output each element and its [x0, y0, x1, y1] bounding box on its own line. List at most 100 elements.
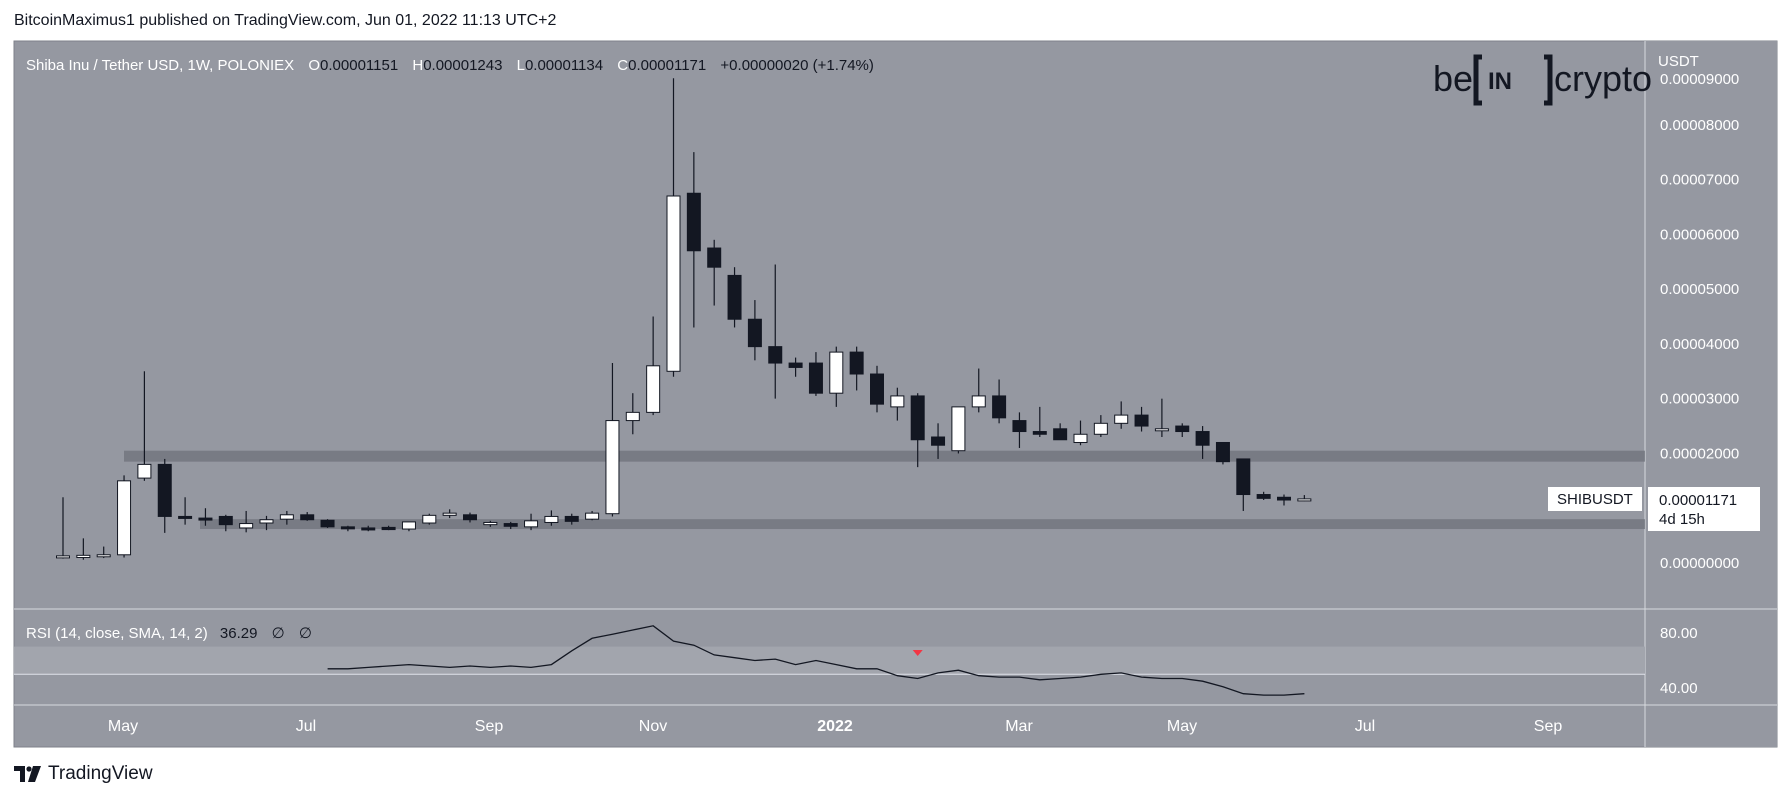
footer[interactable]: TradingView [14, 762, 153, 786]
price-tag-countdown: 4d 15h [1659, 511, 1705, 528]
candle-body-up [117, 480, 132, 556]
candle-body-up [96, 554, 111, 558]
candle-body-down [849, 351, 864, 375]
candle [157, 458, 172, 533]
candle [259, 515, 274, 531]
candle-body-up [890, 395, 905, 408]
candle [463, 512, 477, 523]
legend-symbol: Shiba Inu / Tether USD, 1W, POLONIEX [26, 57, 294, 74]
candle-body-up [483, 521, 498, 526]
candle [239, 510, 254, 533]
price-ticks: 0.00009000 0.00008000 0.00007000 0.00006000… [1660, 71, 1739, 572]
candle-body-up [442, 512, 457, 516]
price-tick-label: 0.00005000 [1660, 281, 1739, 298]
time-axis: May Jul Sep Nov 2022 Mar May Jul Sep [108, 718, 1562, 735]
price-tick-label: 0.00004000 [1660, 336, 1739, 353]
candle-body-up [137, 463, 152, 479]
candle [605, 363, 620, 517]
candle-body-down [320, 519, 335, 528]
price-tick-label: 0.00003000 [1660, 391, 1739, 408]
candle-body-up [625, 411, 640, 422]
candle [931, 423, 946, 459]
candle-body-up [829, 351, 844, 394]
candle [1297, 495, 1312, 502]
candle-body-up [1297, 498, 1312, 502]
symbol-tag: SHIBUSDT [1557, 491, 1633, 508]
candle-body-up [585, 512, 600, 520]
candle [442, 509, 457, 519]
time-axis-label: Sep [475, 718, 504, 735]
candle-body-down [1215, 441, 1230, 463]
candle-body-up [524, 520, 539, 528]
rsi-pane [14, 625, 1645, 696]
candle-body-down [727, 274, 742, 320]
candle-body-down [1053, 428, 1068, 441]
price-tick-label: 0.00007000 [1660, 172, 1739, 189]
rsi-extra-2: ∅ [299, 625, 312, 642]
rsi-legend: RSI (14, close, SMA, 14, 2) 36.29 ∅ ∅ [26, 625, 312, 642]
tradingview-logo-icon [14, 766, 41, 782]
candle-body-down [381, 526, 396, 531]
candle-body-up [971, 395, 986, 408]
candle [1277, 494, 1291, 506]
time-axis-label: 2022 [817, 718, 853, 735]
time-axis-label: Nov [639, 718, 667, 735]
candle [218, 514, 233, 532]
candle-body-down [218, 515, 233, 526]
rsi-value: 36.29 [220, 625, 258, 642]
candle [1032, 406, 1047, 438]
candle-body-down [503, 523, 518, 527]
logo-bracket-icon [1473, 54, 1553, 106]
candle [198, 508, 213, 526]
chart-frame [13, 40, 1778, 748]
candle [117, 475, 132, 558]
rsi-line [327, 625, 1305, 696]
bearish-divergence-marker [912, 650, 923, 656]
logo-in: IN [1488, 68, 1512, 95]
tradingview-brand: TradingView [48, 763, 153, 784]
price-axis-unit: USDT [1658, 53, 1699, 70]
candle [279, 510, 294, 525]
candle [1236, 458, 1251, 511]
price-tick-label: 0.00008000 [1660, 117, 1739, 134]
candle [544, 510, 559, 526]
price-axis-bg [1645, 41, 1777, 747]
candle [585, 510, 600, 521]
candle [625, 393, 640, 435]
logo-be: be [1433, 58, 1473, 99]
candle-body-down [1012, 420, 1027, 433]
legend-high-label: H [412, 57, 423, 74]
candle [1195, 426, 1210, 459]
candle-body-down [1236, 458, 1251, 496]
candle [381, 525, 396, 531]
candle-body-down [707, 247, 722, 268]
candle [1215, 441, 1230, 465]
price-tick-label: 0.00002000 [1660, 445, 1739, 462]
candle-body-up [279, 514, 294, 520]
logo-crypto: crypto [1554, 58, 1652, 99]
candle-body-up [666, 195, 681, 372]
price-tick-label: 0.00000000 [1660, 555, 1739, 572]
candle [870, 365, 884, 413]
rsi-label: RSI (14, close, SMA, 14, 2) [26, 625, 208, 642]
candle-body-up [239, 523, 254, 529]
candle-body-down [198, 517, 213, 521]
legend-close-value: 0.00001171 [628, 57, 706, 74]
candle-body-down [870, 373, 884, 405]
candle [96, 546, 111, 559]
candle-body-down [361, 527, 376, 531]
price-tick-label: 0.00009000 [1660, 71, 1739, 88]
candle-body-down [1195, 431, 1210, 446]
candle [747, 300, 762, 361]
time-axis-label: Jul [1355, 718, 1375, 735]
last-price-marker: SHIBUSDT 0.00001171 4d 15h [1548, 487, 1760, 531]
time-axis-label: Jul [296, 718, 316, 735]
candle [1114, 401, 1129, 429]
legend-close-label: C [617, 57, 628, 74]
candle [951, 406, 966, 454]
candle-body-down [686, 192, 701, 252]
candle-body-up [1154, 428, 1169, 432]
candle-body-up [422, 514, 437, 524]
candle-body-down [1175, 425, 1190, 433]
